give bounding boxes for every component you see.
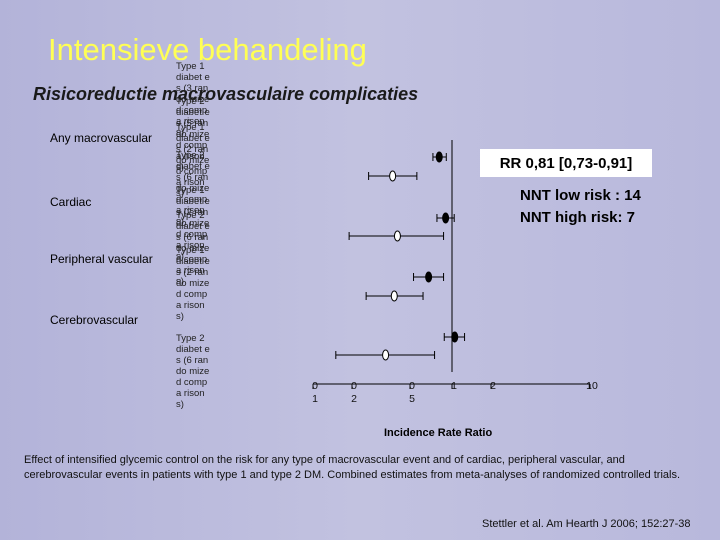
overlapping-series-label: Type 1 diabet es (2 rando mized compa ri… (176, 185, 210, 262)
group-label-peripheral-vascular: Peripheral vascular (50, 252, 153, 266)
estimate-marker-filled (425, 271, 433, 283)
overlapping-series-label: Type 2 diabet es (6 rando mized compa ri… (176, 333, 210, 410)
x-tick-label: 10 (586, 380, 598, 392)
citation: Stettler et al. Am Hearth J 2006; 152:27… (482, 518, 691, 530)
estimate-marker-open (382, 349, 390, 361)
overlapping-series-label: Type 1 diabet es (2 rando mized compa ri… (176, 122, 210, 199)
figure-caption: Effect of intensified glycemic control o… (24, 454, 681, 481)
estimate-marker-filled (435, 151, 443, 163)
group-label-cardiac: Cardiac (50, 195, 92, 209)
group-label-cerebrovascular: Cerebrovascular (50, 313, 139, 327)
overlapping-series-label: Type 2 diabet es (6 rando mized compa ri… (176, 150, 210, 227)
estimate-marker-open (389, 170, 397, 182)
estimate-marker-filled (442, 212, 450, 224)
overlapping-series-label: Type 2 diabet es (5 rando mized compa ri… (176, 96, 210, 173)
overlapping-series-label: Type 2 diabet es (6 rando mized compa ri… (176, 210, 210, 287)
slide-title: Intensieve behandeling (48, 32, 367, 67)
slide-subtitle: Risicoreductie macrovasculaire complicat… (33, 84, 419, 104)
group-label-any-macrovascular: Any macrovascular (50, 131, 153, 145)
x-axis-label: Incidence Rate Ratio (384, 427, 493, 439)
x-tick-label: 1 (451, 380, 457, 392)
rr-annotation: RR 0,81 [0,73-0,91] (480, 149, 652, 177)
estimate-marker-filled (451, 331, 459, 343)
nnt-high-annotation: NNT high risk: 7 (520, 209, 636, 226)
overlapping-series-label: Type 1 diabet es (3 rando mized compa ri… (176, 61, 210, 138)
nnt-low-annotation: NNT low risk : 14 (520, 187, 641, 204)
x-tick-label: 2 (490, 380, 496, 392)
estimate-marker-open (393, 230, 401, 242)
overlapping-series-label: Type 1 diabet es (2 rando mized compa ri… (176, 245, 210, 322)
estimate-marker-open (390, 290, 398, 302)
